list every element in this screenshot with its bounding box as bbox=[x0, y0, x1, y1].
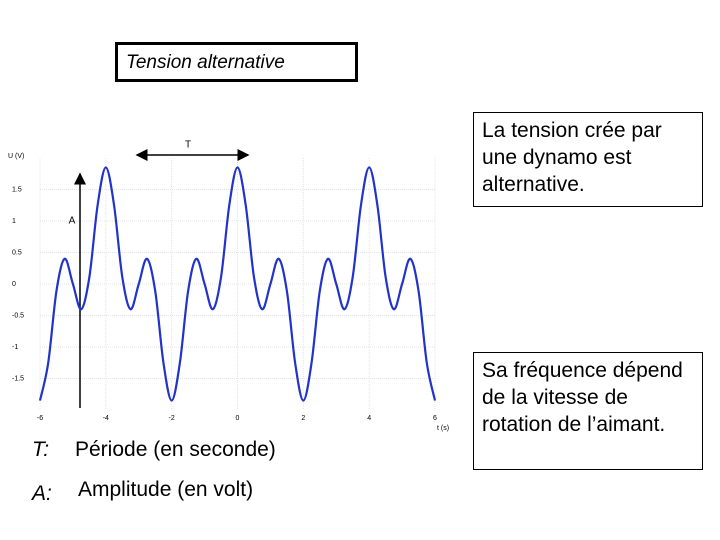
y-tick-label: 0.5 bbox=[12, 249, 22, 256]
x-axis-label: t (s) bbox=[437, 425, 449, 432]
annotation: A bbox=[69, 216, 76, 227]
legend-text: Période (en seconde) bbox=[75, 438, 276, 461]
x-tick-label: -2 bbox=[169, 415, 175, 422]
x-tick-label: 4 bbox=[367, 415, 371, 422]
y-tick-label: 1.5 bbox=[12, 186, 22, 193]
y-tick-label: 0 bbox=[12, 281, 16, 288]
annotation: T bbox=[185, 140, 191, 151]
curve bbox=[38, 166, 437, 402]
y-tick-label: 1 bbox=[12, 218, 16, 225]
x-tick-label: -4 bbox=[103, 415, 109, 422]
x-tick-label: 0 bbox=[236, 415, 240, 422]
x-tick-label: 6 bbox=[433, 415, 437, 422]
slide-title: Tension alternative bbox=[115, 42, 358, 82]
y-tick-label: -1 bbox=[12, 344, 18, 351]
y-tick-label: -1.5 bbox=[12, 375, 24, 382]
text-box: Sa fréquence dépend de la vitesse de rot… bbox=[473, 352, 703, 470]
y-tick-label: -0.5 bbox=[12, 312, 24, 319]
y-axis-label: U (V) bbox=[8, 153, 24, 160]
chart: T A U (V) t (s) 1.5 1 0.5 0 -0.5 -1 -1.5 -6 -4 -2… bbox=[8, 140, 449, 432]
x-tick-label: -6 bbox=[37, 415, 43, 422]
legend-symbol: T: bbox=[32, 438, 50, 461]
x-tick-label: 2 bbox=[301, 415, 305, 422]
legend-text: Amplitude (en volt) bbox=[78, 478, 254, 501]
legend-symbol: A: bbox=[32, 482, 52, 505]
text-box: La tension crée par une dynamo est alter… bbox=[473, 112, 703, 207]
